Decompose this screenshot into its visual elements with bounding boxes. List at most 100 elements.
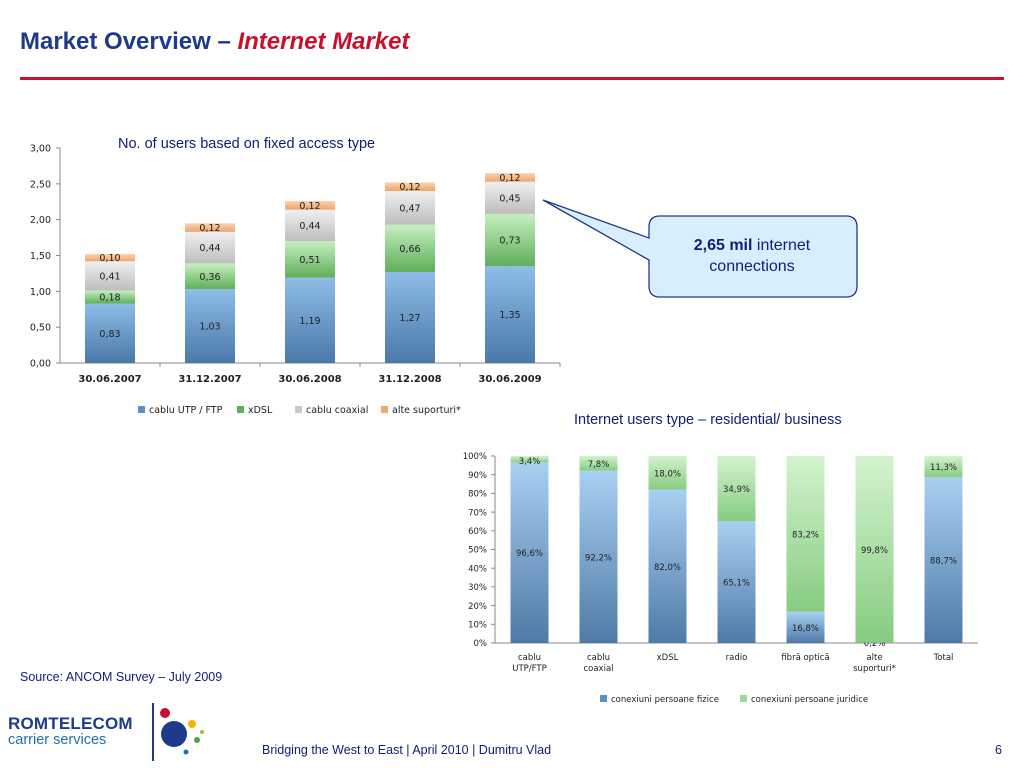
x-tick-label: 30.06.2007 (78, 374, 141, 385)
x-tick-label: Total (933, 653, 954, 663)
chart2-title: Internet users type – residential/ busin… (574, 412, 842, 428)
data-label: 0,18 (99, 293, 120, 304)
bar-segment (285, 241, 335, 278)
y-tick-label: 1,00 (30, 287, 51, 298)
data-label: 1,19 (299, 316, 320, 327)
y-tick-label: 3,00 (30, 144, 51, 155)
bar-segment (85, 261, 135, 291)
y-tick-label: 0% (474, 639, 488, 649)
data-label: 0,45 (499, 193, 520, 204)
y-tick-label: 20% (468, 602, 487, 612)
y-tick-label: 10% (468, 621, 487, 631)
data-label: 0,10 (99, 253, 120, 264)
x-tick-label: 30.06.2008 (278, 374, 341, 385)
bar-segment (485, 213, 535, 267)
callout-rest: internet connections (709, 237, 811, 275)
data-label: 0,41 (99, 271, 120, 282)
x-tick-label: fibră optică (781, 653, 829, 663)
bar-segment (579, 456, 618, 471)
data-label: 0,12 (399, 182, 420, 193)
bar-segment (85, 303, 135, 363)
title-sub: Internet Market (237, 28, 410, 55)
data-label: 92,2% (585, 553, 612, 563)
bar-segment (855, 456, 894, 643)
callout-text: 2,65 mil internet connections (650, 236, 854, 278)
bar-segment (85, 290, 135, 304)
romtelecom-logo: ROMTELECOM carrier services (8, 714, 133, 748)
data-label: 99,8% (861, 546, 888, 556)
legend-swatch (600, 695, 607, 702)
data-label: 0,47 (399, 203, 420, 214)
data-label: 65,1% (723, 579, 750, 589)
logo-name: ROMTELECOM (8, 714, 133, 733)
legend-label: alte suporturi* (392, 405, 461, 416)
data-label: 0,44 (299, 221, 320, 232)
x-tick-label: xDSL (657, 653, 679, 663)
x-tick-label: alte (866, 653, 882, 663)
logo-dots-icon (160, 708, 204, 755)
bar-segment (648, 489, 687, 643)
bar-segment (185, 223, 235, 232)
data-label: 0,36 (199, 272, 220, 283)
bar-segment (385, 191, 435, 225)
bar-segment (285, 201, 335, 210)
data-label: 0,12 (299, 201, 320, 212)
data-label: 11,3% (930, 463, 957, 473)
x-tick-label: radio (726, 653, 748, 663)
x-tick-label: 31.12.2007 (178, 374, 241, 385)
data-label: 7,8% (588, 460, 610, 470)
legend-swatch (138, 406, 145, 413)
x-tick-label: UTP/FTP (512, 664, 546, 674)
logo-sub: carrier services (8, 732, 107, 748)
y-tick-label: 40% (468, 564, 487, 574)
data-label: 18,0% (654, 469, 681, 479)
legend-label: cablu UTP / FTP (149, 405, 223, 416)
bar-segment (85, 254, 135, 262)
bar-segment (717, 456, 756, 522)
residential-business-chart: 0%10%20%30%40%50%60%70%80%90%100%cabluUT… (463, 452, 978, 705)
bar-segment (717, 521, 756, 643)
bar-segment (285, 209, 335, 242)
data-label: 1,35 (499, 310, 520, 321)
bar-segment (485, 173, 535, 182)
bar-segment (185, 263, 235, 290)
data-label: 83,2% (792, 530, 819, 540)
legend-swatch (237, 406, 244, 413)
bar-segment (924, 456, 963, 478)
x-tick-label: coaxial (583, 664, 613, 674)
data-label: 0,73 (499, 236, 520, 247)
users-by-access-chart: 0,00 0,50 1,00 1,50 2,00 2,50 3,00 30.06.2007 31… (30, 144, 561, 416)
y-tick-label: 50% (468, 546, 487, 556)
bar-segment (185, 231, 235, 264)
data-label: 1,03 (199, 322, 220, 333)
data-label: 16,8% (792, 624, 819, 634)
y-tick-label: 0,00 (30, 359, 51, 370)
bar-segment (510, 456, 549, 463)
page-number: 6 (995, 743, 1002, 757)
data-label: 1,27 (399, 313, 420, 324)
y-tick-label: 70% (468, 508, 487, 518)
chart1-title: No. of users based on fixed access type (118, 136, 376, 152)
title-main: Market Overview – (20, 28, 238, 55)
legend-swatch (381, 406, 388, 413)
bar-segment (485, 266, 535, 363)
data-label: 0,83 (99, 329, 120, 340)
footer-text: Bridging the West to East | April 2010 |… (262, 743, 552, 757)
legend-label: conexiuni persoane juridice (751, 695, 868, 705)
bar-segment (648, 456, 687, 490)
bar-segment (786, 611, 825, 643)
bar-segment (510, 462, 549, 643)
y-tick-label: 90% (468, 471, 487, 481)
data-label: 0,12 (199, 223, 220, 234)
x-tick-label: suporturi* (853, 664, 896, 674)
x-tick-label: cablu (518, 653, 541, 663)
bar-segment (385, 182, 435, 191)
y-tick-label: 2,50 (30, 179, 51, 190)
data-label: 3,4% (519, 457, 541, 467)
legend-label: cablu coaxial (306, 405, 368, 416)
bar-segment (285, 277, 335, 363)
legend-label: xDSL (248, 405, 273, 416)
legend-swatch (740, 695, 747, 702)
y-tick-label: 2,00 (30, 215, 51, 226)
bar-segment (485, 181, 535, 214)
